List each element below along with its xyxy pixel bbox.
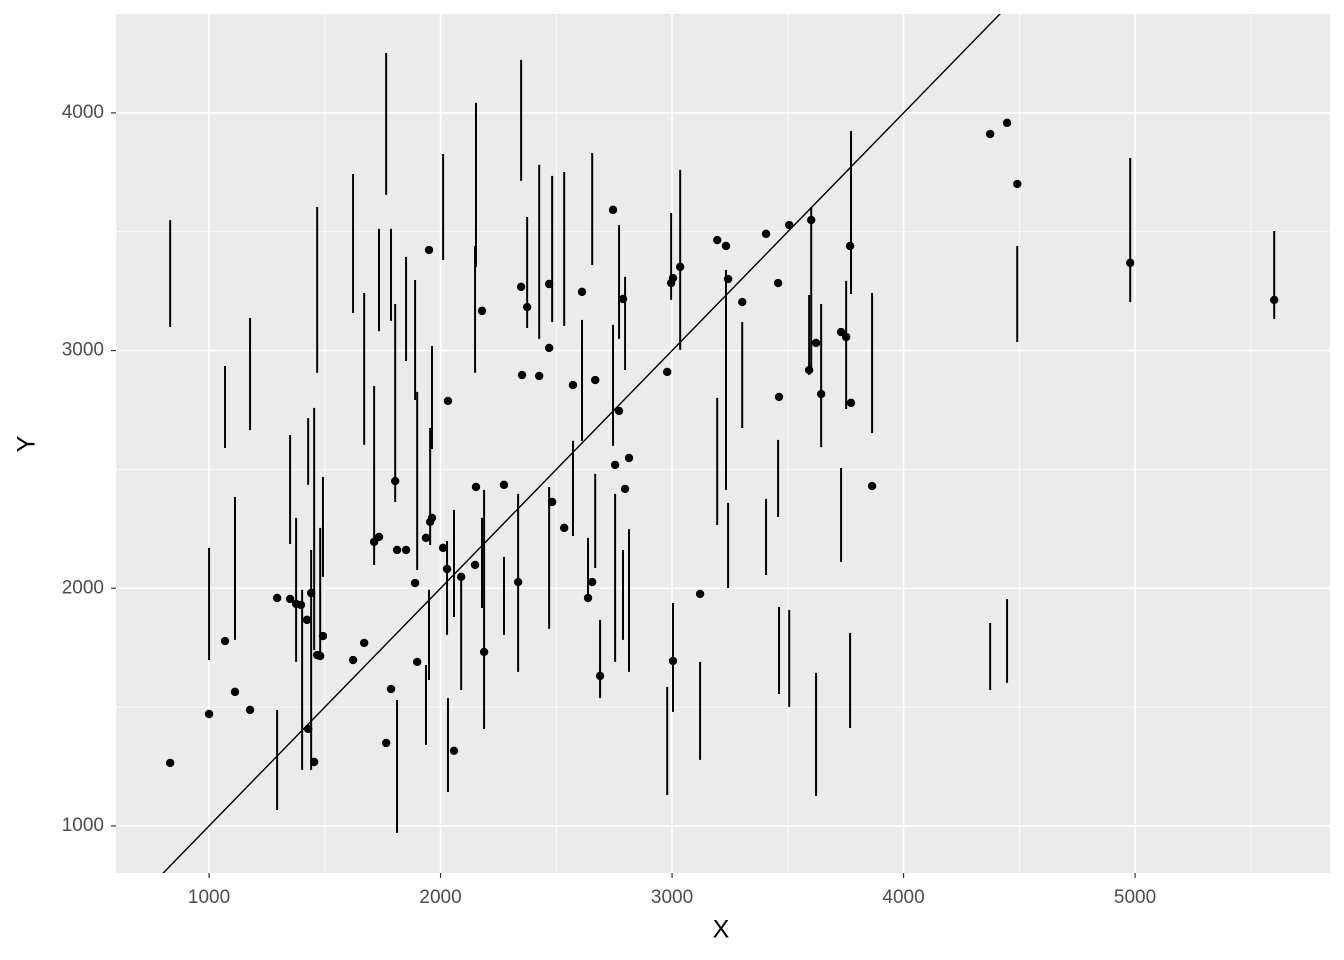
point — [774, 392, 784, 402]
point — [230, 687, 240, 697]
point — [421, 533, 431, 543]
point — [272, 593, 282, 603]
point — [479, 647, 489, 657]
point — [588, 577, 597, 587]
point — [614, 406, 624, 416]
point — [773, 278, 783, 288]
y-axis-title: Y — [13, 435, 41, 452]
point — [456, 572, 466, 582]
y-tick-label: 1000 — [62, 815, 104, 836]
point — [424, 245, 434, 255]
point — [841, 332, 851, 342]
point — [443, 396, 453, 406]
point — [470, 560, 480, 570]
x-tick-label: 1000 — [188, 887, 230, 908]
point — [985, 129, 995, 139]
y-tick-label: 4000 — [62, 102, 104, 123]
point — [318, 631, 328, 641]
x-tick-label: 5000 — [1114, 887, 1156, 908]
point — [583, 593, 593, 603]
point — [591, 375, 600, 385]
point — [804, 365, 814, 375]
point — [845, 241, 855, 251]
point — [1002, 118, 1012, 128]
point — [449, 746, 459, 756]
point — [302, 615, 312, 625]
point — [438, 543, 448, 553]
point — [568, 380, 578, 390]
point — [410, 578, 420, 588]
point — [547, 497, 557, 507]
point — [846, 398, 856, 408]
point — [620, 484, 630, 494]
point — [668, 273, 678, 283]
point — [296, 600, 306, 610]
point — [761, 229, 771, 239]
reference-line — [162, 14, 1001, 873]
y-tick-label: 3000 — [62, 340, 104, 361]
point — [442, 564, 452, 574]
x-tick-label: 3000 — [651, 887, 693, 908]
point — [477, 306, 487, 316]
x-tick-label: 2000 — [419, 887, 461, 908]
point — [867, 481, 877, 491]
point — [499, 480, 509, 490]
point — [390, 476, 400, 486]
point — [359, 638, 369, 648]
y-tick-label: 2000 — [62, 577, 104, 598]
point — [624, 453, 634, 463]
point — [412, 657, 422, 667]
point — [721, 241, 731, 251]
point — [723, 274, 733, 284]
point — [245, 705, 255, 715]
point — [544, 279, 554, 289]
point — [392, 545, 402, 555]
point — [738, 297, 747, 307]
point — [348, 655, 358, 665]
point — [675, 262, 685, 272]
point — [811, 338, 821, 348]
x-tick-label: 4000 — [882, 887, 924, 908]
point — [595, 671, 605, 681]
point — [608, 205, 618, 215]
point — [204, 709, 214, 719]
point — [386, 684, 396, 694]
point — [785, 220, 794, 230]
point — [610, 460, 620, 470]
point — [285, 594, 295, 604]
x-axis-title: X — [713, 916, 730, 944]
point — [1270, 295, 1279, 305]
point — [816, 389, 826, 399]
point — [663, 367, 672, 377]
point — [401, 545, 411, 555]
point — [807, 215, 816, 225]
point — [165, 758, 175, 768]
point — [220, 636, 230, 646]
point — [577, 287, 587, 297]
point — [516, 282, 526, 292]
point — [381, 738, 391, 748]
point — [306, 588, 316, 598]
point — [471, 482, 481, 492]
point — [713, 235, 722, 245]
point — [522, 302, 532, 312]
point — [559, 523, 569, 533]
point — [534, 371, 544, 381]
panel — [116, 14, 1330, 873]
point — [1126, 258, 1135, 268]
point — [513, 577, 523, 587]
point — [309, 757, 319, 767]
point — [374, 532, 384, 542]
point — [695, 589, 705, 599]
point — [303, 724, 313, 734]
point — [427, 513, 437, 523]
point — [1013, 179, 1022, 189]
point — [517, 370, 527, 380]
point — [544, 343, 554, 353]
point — [668, 656, 678, 666]
point — [618, 294, 628, 304]
point — [315, 651, 325, 661]
